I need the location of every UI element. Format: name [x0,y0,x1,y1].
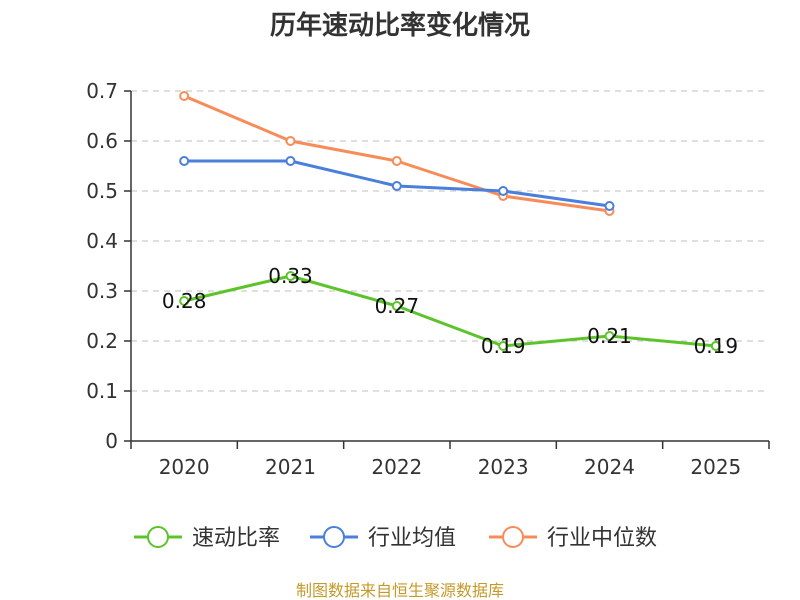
x-tick-label: 2024 [584,455,635,479]
y-tick-label: 0.4 [86,229,118,253]
data-point [179,156,190,166]
data-point [285,271,296,281]
gridlines [131,90,769,392]
data-point [391,301,402,311]
data-point [179,296,190,306]
data-labels: 0.28 0.33 0.27 0.19 0.21 0.19 [162,264,738,358]
y-tick-label: 0.6 [86,129,118,153]
data-point [285,136,296,146]
y-axis: 0 0.1 0.2 0.3 0.4 0.5 0.6 0.7 [86,79,132,453]
data-point [710,341,721,351]
data-label: 0.19 [694,334,739,358]
legend-item[interactable]: 行业中位数 [489,526,657,551]
legend-swatch-marker [502,526,524,548]
source-note: 制图数据来自恒生聚源数据库 [296,581,504,600]
legend-label: 速动比率 [192,526,280,551]
x-axis: 2020 2021 2022 2023 2024 2025 [130,440,770,479]
y-tick-label: 0.1 [86,379,118,403]
legend-item[interactable]: 速动比率 [134,526,280,551]
legend-label: 行业均值 [368,526,456,551]
data-point [285,156,296,166]
x-tick-label: 2022 [371,455,422,479]
x-tick-label: 2020 [159,455,210,479]
legend-item[interactable]: 行业均值 [310,526,456,551]
data-label: 0.27 [375,294,420,318]
legend[interactable]: 速动比率 行业均值 行业中位数 [134,526,657,551]
data-point [391,181,402,191]
data-point [179,91,190,101]
series-lines [183,94,716,348]
legend-swatch-marker [323,526,345,548]
data-label: 0.21 [587,324,632,348]
data-point [604,331,615,341]
legend-label: 行业中位数 [547,526,657,551]
data-point [498,341,509,351]
y-tick-label: 0.7 [86,79,118,103]
data-label: 0.28 [162,289,207,313]
x-tick-label: 2025 [690,455,741,479]
series-line [183,274,716,348]
y-tick-label: 0.5 [86,179,118,203]
data-label: 0.33 [268,264,313,288]
chart-title: 历年速动比率变化情况 [270,10,530,41]
series-line [183,94,610,213]
y-tick-label: 0.2 [86,329,118,353]
data-point [604,201,615,211]
x-tick-label: 2021 [265,455,316,479]
data-point [498,186,509,196]
legend-swatch-marker [147,526,169,548]
data-label: 0.19 [481,334,526,358]
y-tick-label: 0.3 [86,279,118,303]
x-tick-label: 2023 [478,455,529,479]
series-points [179,91,721,351]
y-tick-label: 0 [105,429,118,453]
data-point [391,156,402,166]
